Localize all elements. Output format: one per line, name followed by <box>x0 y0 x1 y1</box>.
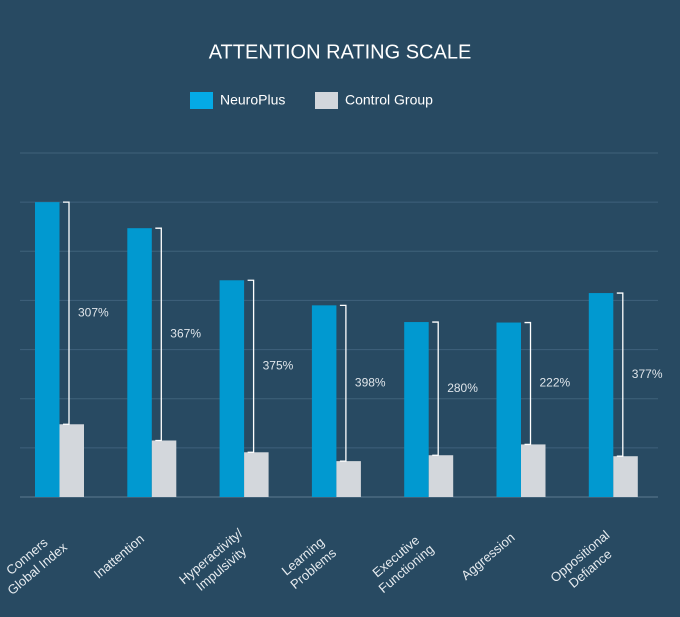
bar <box>496 322 521 497</box>
annotation: 222% <box>540 376 571 390</box>
bar <box>35 202 60 497</box>
bar <box>219 280 245 497</box>
bar <box>59 424 84 497</box>
legend-label: NeuroPlus <box>220 92 285 108</box>
bracket <box>339 304 347 462</box>
bracket <box>247 279 255 453</box>
bracket <box>155 227 162 442</box>
bar <box>521 444 546 497</box>
bracket <box>524 321 532 446</box>
annotation: 375% <box>263 358 294 372</box>
annotation: 280% <box>447 381 478 395</box>
bar <box>127 228 152 497</box>
bar <box>151 440 177 497</box>
legend-swatch <box>315 92 338 109</box>
bar <box>613 456 638 497</box>
bar <box>428 455 454 497</box>
legend-swatch <box>190 92 213 109</box>
bar <box>311 305 337 497</box>
chart-title: ATTENTION RATING SCALE <box>209 41 472 63</box>
annotation: 307% <box>78 305 109 319</box>
bracket <box>432 321 439 456</box>
bar <box>336 461 361 497</box>
annotation: 398% <box>355 375 386 389</box>
legend-label: Control Group <box>345 92 433 108</box>
bar <box>244 452 269 497</box>
annotation: 367% <box>170 327 201 341</box>
bracket <box>63 201 70 425</box>
annotation: 377% <box>632 367 663 381</box>
bar <box>404 322 429 497</box>
bar <box>588 293 614 497</box>
bracket <box>616 292 624 457</box>
